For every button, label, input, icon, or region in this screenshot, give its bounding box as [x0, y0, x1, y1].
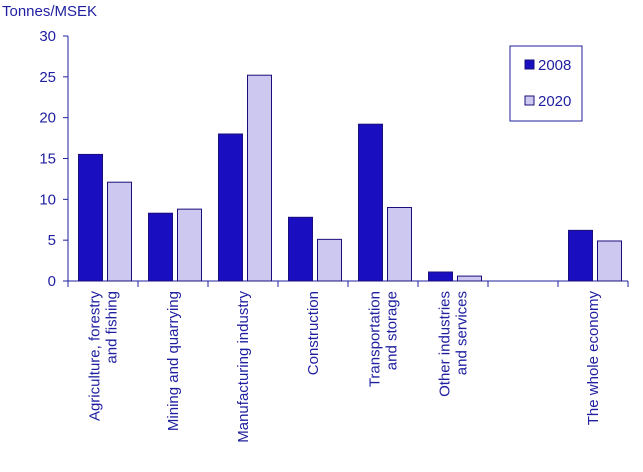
- bar-2020: [457, 275, 482, 282]
- bar-2020: [317, 238, 342, 282]
- bar-2020: [107, 181, 132, 282]
- y-tick-label: 20: [39, 110, 56, 127]
- legend: 2008 2020: [509, 45, 583, 122]
- bar-2008: [288, 216, 313, 282]
- legend-label: 2020: [538, 93, 571, 110]
- legend-swatch: [524, 95, 535, 106]
- bar-2008: [358, 123, 383, 282]
- legend-box: [509, 45, 583, 122]
- bar-2008: [568, 229, 593, 282]
- x-tick-label: Other industries: [437, 291, 454, 397]
- x-axis: Agriculture, forestry and fishing Mining a…: [67, 280, 629, 443]
- x-tick-label: Agriculture, forestry: [87, 291, 104, 422]
- bar-2008: [218, 133, 243, 282]
- y-tick-label: 30: [39, 28, 56, 45]
- x-tick-label: Transportation: [367, 291, 384, 387]
- bars: [78, 74, 622, 282]
- bar-2008: [428, 271, 453, 282]
- y-tick-label: 0: [48, 273, 56, 290]
- bar-2020: [597, 240, 622, 282]
- x-tick-label: and storage: [384, 291, 401, 370]
- y-axis: 0 5 10 15 20 25 30: [39, 28, 69, 290]
- y-axis-label: Tonnes/MSEK: [2, 3, 97, 20]
- x-tick-label: and fishing: [104, 291, 121, 364]
- x-tick-label: Manufacturing industry: [235, 291, 252, 443]
- x-tick-label: Mining and quarrying: [165, 291, 182, 431]
- bar-2008: [78, 153, 103, 282]
- y-tick-label: 5: [48, 232, 56, 249]
- bar-2020: [177, 208, 202, 282]
- y-tick-label: 15: [39, 151, 56, 168]
- bar-2008: [148, 212, 173, 282]
- y-tick-label: 10: [39, 191, 56, 208]
- x-tick-label: and services: [454, 291, 471, 375]
- y-tick-label: 25: [39, 69, 56, 86]
- bar-2020: [247, 74, 272, 282]
- bar-2020: [387, 207, 412, 282]
- legend-label: 2008: [538, 57, 571, 74]
- legend-swatch: [524, 59, 535, 70]
- x-tick-label: The whole economy: [585, 291, 602, 426]
- x-tick-label: Construction: [305, 291, 322, 375]
